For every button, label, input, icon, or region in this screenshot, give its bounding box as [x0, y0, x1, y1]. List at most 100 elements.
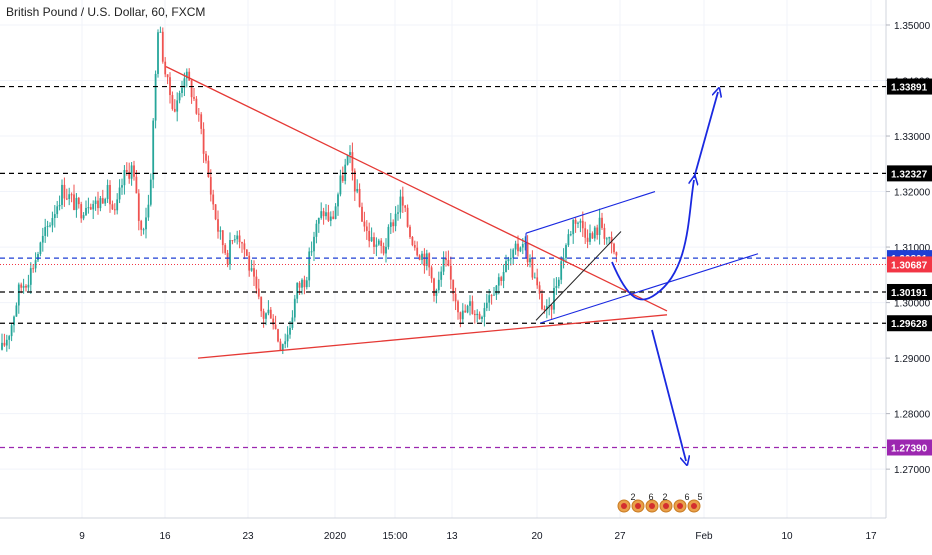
event-flag-center: [677, 503, 683, 509]
candle-body: [250, 268, 253, 271]
candle-body: [286, 334, 289, 342]
candle-body: [58, 204, 61, 207]
current-price-label: 1.30687: [891, 260, 928, 271]
candle-body: [579, 220, 582, 223]
event-flag-center: [621, 503, 627, 509]
candle-body: [481, 316, 483, 319]
candle-body: [440, 271, 443, 280]
candle-body: [3, 342, 6, 346]
candle-body: [25, 285, 27, 288]
candle-body: [53, 214, 56, 218]
candle-body: [169, 77, 171, 96]
blue-channel-lower: [539, 253, 759, 324]
candle-body: [85, 207, 87, 216]
candle-body: [193, 97, 195, 99]
candle-body: [231, 240, 234, 242]
candle-body: [605, 238, 608, 240]
candle-body: [183, 78, 186, 88]
candle-body: [502, 272, 505, 281]
candle-body: [454, 293, 457, 302]
candle-body: [392, 222, 395, 227]
projection-bullish-arrow: [693, 92, 718, 179]
y-tick-label: 1.32000: [894, 188, 931, 199]
candle-body: [17, 284, 20, 306]
candle-body: [51, 217, 54, 226]
candle-body: [447, 260, 450, 266]
candle-body: [32, 268, 35, 270]
candle-body: [315, 223, 318, 237]
x-tick-label: 10: [781, 531, 793, 542]
candle-body: [389, 222, 392, 227]
candle-body: [236, 235, 239, 240]
candle-body: [493, 294, 495, 296]
candle-body: [101, 198, 104, 204]
candle-body: [145, 217, 147, 230]
candle-body: [313, 236, 315, 252]
y-tick-label: 1.27000: [894, 465, 931, 476]
candle-body: [577, 222, 579, 224]
candle-body: [70, 194, 73, 196]
candle-body: [545, 306, 548, 310]
projection-bearish-arrow: [651, 329, 686, 461]
candle-body: [171, 95, 174, 109]
candle-body: [106, 185, 109, 200]
x-tick-label: 9: [79, 531, 85, 542]
candle-body: [243, 243, 246, 250]
candle-body: [272, 318, 275, 325]
candle-body: [303, 279, 306, 288]
candle-body: [217, 219, 219, 232]
candle-body: [509, 257, 512, 260]
candle-body: [248, 255, 251, 271]
candle-body: [20, 284, 23, 288]
candle-body: [197, 113, 200, 115]
candle-body: [565, 245, 567, 259]
candle-body: [459, 312, 462, 320]
candle-body: [512, 249, 515, 258]
candle-body: [92, 203, 95, 210]
candle-body: [382, 246, 385, 254]
candle-body: [557, 279, 560, 287]
candle-body: [507, 259, 510, 262]
candle-body: [157, 32, 159, 74]
candle-body: [89, 207, 92, 210]
candle-body: [418, 255, 421, 260]
current-price-label-bg: [887, 256, 932, 273]
candle-body: [567, 234, 570, 246]
candle-body: [104, 199, 107, 204]
candle-body: [125, 169, 128, 172]
candle-body: [185, 71, 188, 79]
candle-body: [404, 205, 407, 208]
x-tick-label: 17: [865, 531, 877, 542]
candle-body: [61, 184, 63, 205]
candle-body: [401, 196, 404, 206]
candle-body: [548, 305, 551, 307]
candle-body: [574, 219, 577, 224]
candle-body: [409, 226, 411, 237]
horizontal-levels: [0, 85, 886, 449]
level-label-bg: [887, 315, 932, 332]
candle-body: [293, 298, 296, 318]
candle-body: [274, 324, 277, 330]
candle-body: [394, 213, 397, 227]
candle-body: [73, 194, 75, 210]
candle-body: [301, 279, 303, 288]
candle-body: [353, 170, 356, 192]
y-tick-label: 1.30000: [894, 299, 931, 310]
candle-body: [113, 209, 116, 211]
candle-body: [238, 235, 241, 243]
candle-body: [341, 175, 344, 181]
candle-body: [361, 206, 363, 222]
time-axis: 9 16 23 2020 15:00 13 20 27 Feb 10 17: [79, 531, 877, 542]
candle-body: [445, 257, 447, 261]
y-tick-label: 1.31000: [894, 243, 931, 254]
candle-body: [147, 204, 150, 218]
x-tick-label: Feb: [695, 531, 713, 542]
candle-body: [524, 243, 527, 245]
level-label-bg: [887, 283, 932, 300]
candle-body: [572, 219, 575, 235]
candle-body: [368, 230, 371, 242]
blue-channel-upper: [525, 191, 656, 234]
event-count-label: 2: [662, 492, 667, 502]
